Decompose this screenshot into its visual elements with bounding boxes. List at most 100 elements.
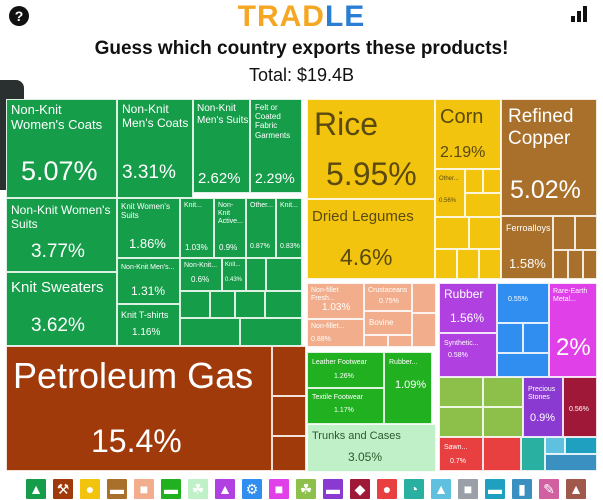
tile-metal-small-4[interactable] xyxy=(568,250,583,279)
tile-metal-small-1[interactable] xyxy=(553,216,575,250)
tile-olive-3[interactable] xyxy=(439,407,483,437)
tile-other-b[interactable]: Other... 0.56% xyxy=(435,169,465,217)
tile-veg-small-5[interactable] xyxy=(469,217,501,249)
tile-small-green-3[interactable] xyxy=(180,291,210,318)
tile-corn[interactable]: Corn 2.19% xyxy=(435,99,501,169)
tile-nonknit-mens-suits[interactable]: Non-Knit Men's Suits 2.62% xyxy=(193,99,250,193)
tile-felt-coated-garments[interactable]: Felt or Coated Fabric Garments 2.29% xyxy=(250,99,302,193)
brush-icon[interactable]: ✎ xyxy=(538,478,560,500)
help-button[interactable]: ? xyxy=(9,6,29,26)
tile-knit-a[interactable]: Knit... 1.03% xyxy=(180,198,214,258)
tile-maroon-0.56[interactable]: 0.56% xyxy=(563,377,597,437)
gauge-icon[interactable]: ◔ xyxy=(403,478,425,500)
tile-veg-small-8[interactable] xyxy=(479,249,501,279)
easel-icon[interactable]: ▲ xyxy=(565,478,587,500)
tile-refined-copper[interactable]: Refined Copper 5.02% xyxy=(501,99,597,216)
pickaxe-icon[interactable]: ⚒ xyxy=(52,478,74,500)
stamp-icon[interactable]: ▬ xyxy=(484,478,506,500)
car-icon[interactable]: ▬ xyxy=(322,478,344,500)
tile-veg-small-3[interactable] xyxy=(465,193,501,217)
battery-icon[interactable]: ▮ xyxy=(511,478,533,500)
tile-leather-footwear[interactable]: Leather Footwear 1.26% xyxy=(307,352,384,388)
tile-blue-0.55[interactable]: 0.55% xyxy=(497,283,549,323)
tile-animal-small-2[interactable] xyxy=(364,335,388,347)
stats-icon[interactable] xyxy=(571,6,589,22)
diamond-icon[interactable]: ◆ xyxy=(349,478,371,500)
tile-synthetic[interactable]: Synthetic... 0.58% xyxy=(439,333,497,377)
tile-knit-b[interactable]: Knit... 0.83% xyxy=(276,198,302,258)
gear-icon[interactable]: ⚙ xyxy=(241,478,263,500)
shirt-icon[interactable]: ▲ xyxy=(25,478,47,500)
mask-icon[interactable]: ● xyxy=(376,478,398,500)
tile-blue-small-2[interactable] xyxy=(523,323,549,353)
tile-animal-small-1[interactable] xyxy=(412,283,436,313)
leaf-icon[interactable]: ☘ xyxy=(187,478,209,500)
fruit-icon[interactable]: ● xyxy=(79,478,101,500)
tile-teal-4[interactable] xyxy=(545,454,597,471)
tile-small-green-2[interactable] xyxy=(266,258,302,291)
tile-sawn[interactable]: Sawn... 0.7% xyxy=(439,437,483,471)
tile-olive-1[interactable] xyxy=(439,377,483,407)
tile-small-green-7[interactable] xyxy=(180,318,240,346)
tile-veg-small-6[interactable] xyxy=(435,249,457,279)
tile-metal-small-5[interactable] xyxy=(583,250,597,279)
tile-small-green-6[interactable] xyxy=(265,291,302,318)
tile-veg-small-1[interactable] xyxy=(465,169,483,193)
tile-rare-earth[interactable]: Rare-Earth Metal... 2% xyxy=(549,283,597,377)
tile-ferroalloys[interactable]: Ferroalloys 1.58% xyxy=(501,216,553,279)
box-icon[interactable]: ■ xyxy=(457,478,479,500)
tile-teal-2[interactable] xyxy=(545,437,565,454)
tile-veg-small-2[interactable] xyxy=(483,169,501,193)
tile-petroleum-gas[interactable]: Petroleum Gas 15.4% xyxy=(6,346,272,471)
tile-veg-small-4[interactable] xyxy=(435,217,469,249)
tile-nonknit-womens-suits[interactable]: Non-Knit Women's Suits 3.77% xyxy=(6,198,117,272)
tile-knit-tshirts[interactable]: Knit T-shirts 1.16% xyxy=(117,304,180,346)
tile-other-a[interactable]: Other... 0.87% xyxy=(246,198,276,258)
shoe-icon[interactable]: ▬ xyxy=(160,478,182,500)
tile-small-green-8[interactable] xyxy=(240,318,302,346)
tile-nonknit-c[interactable]: Non-Knit... 0.6% xyxy=(180,258,222,291)
tile-teal-1[interactable] xyxy=(521,437,545,471)
tile-small-green-5[interactable] xyxy=(235,291,265,318)
tile-nonknit-womens-coats[interactable]: Non-Knit Women's Coats 5.07% xyxy=(6,99,117,198)
road-icon[interactable]: ▲ xyxy=(430,478,452,500)
tile-animal-small-3[interactable] xyxy=(388,335,412,347)
tile-blue-small-3[interactable] xyxy=(497,353,549,377)
tile-mineral-small-1[interactable] xyxy=(272,346,306,396)
tile-teal-3[interactable] xyxy=(565,437,597,454)
tile-knit-c[interactable]: Knit... 0.43% xyxy=(222,258,246,291)
tile-animal-small-4[interactable] xyxy=(412,313,436,347)
anvil-icon[interactable]: ▬ xyxy=(106,478,128,500)
tile-mineral-small-2[interactable] xyxy=(272,396,306,436)
tile-nonfillet-b[interactable]: Non-fillet... 0.88% xyxy=(307,319,364,347)
tile-knit-womens-suits[interactable]: Knit Women's Suits 1.86% xyxy=(117,198,180,258)
tile-olive-4[interactable] xyxy=(483,407,523,437)
tile-dried-legumes[interactable]: Dried Legumes 4.6% xyxy=(307,199,435,279)
tile-mineral-small-3[interactable] xyxy=(272,436,306,471)
tile-rubber[interactable]: Rubber 1.56% xyxy=(439,283,497,333)
tile-rice[interactable]: Rice 5.95% xyxy=(307,99,435,199)
tile-textile-footwear[interactable]: Textile Footwear 1.17% xyxy=(307,388,384,424)
tile-wood-small-1[interactable] xyxy=(483,437,521,471)
tile-veg-small-7[interactable] xyxy=(457,249,479,279)
tile-bovine[interactable]: Bovine xyxy=(364,311,412,335)
tile-trunks-cases[interactable]: Trunks and Cases 3.05% xyxy=(307,424,436,472)
tile-metal-small-3[interactable] xyxy=(553,250,568,279)
tile-blue-small-1[interactable] xyxy=(497,323,523,353)
tile-nonfillet-fresh[interactable]: Non-fillet Fresh... 1.03% xyxy=(307,283,364,319)
flask-icon[interactable]: ▲ xyxy=(214,478,236,500)
tile-nonknit-mens[interactable]: Non-Knit Men's... 1.31% xyxy=(117,258,180,304)
tile-metal-small-2[interactable] xyxy=(575,216,597,250)
tile-small-green-4[interactable] xyxy=(210,291,235,318)
tile-small-green-1[interactable] xyxy=(246,258,266,291)
cow-icon[interactable]: ■ xyxy=(133,478,155,500)
tile-nonknit-mens-coats[interactable]: Non-Knit Men's Coats 3.31% xyxy=(117,99,193,198)
wheat-icon[interactable]: ☘ xyxy=(295,478,317,500)
cart-icon[interactable]: ■ xyxy=(268,478,290,500)
tile-olive-2[interactable] xyxy=(483,377,523,407)
tile-precious-stones[interactable]: Precious Stones 0.9% xyxy=(523,377,563,437)
tile-crustaceans[interactable]: Crustaceans 0.75% xyxy=(364,283,412,311)
tile-nonknit-active[interactable]: Non-Knit Active... 0.9% xyxy=(214,198,246,258)
tile-rubber-footwear[interactable]: Rubber... 1.09% xyxy=(384,352,432,424)
tile-knit-sweaters[interactable]: Knit Sweaters 3.62% xyxy=(6,272,117,346)
